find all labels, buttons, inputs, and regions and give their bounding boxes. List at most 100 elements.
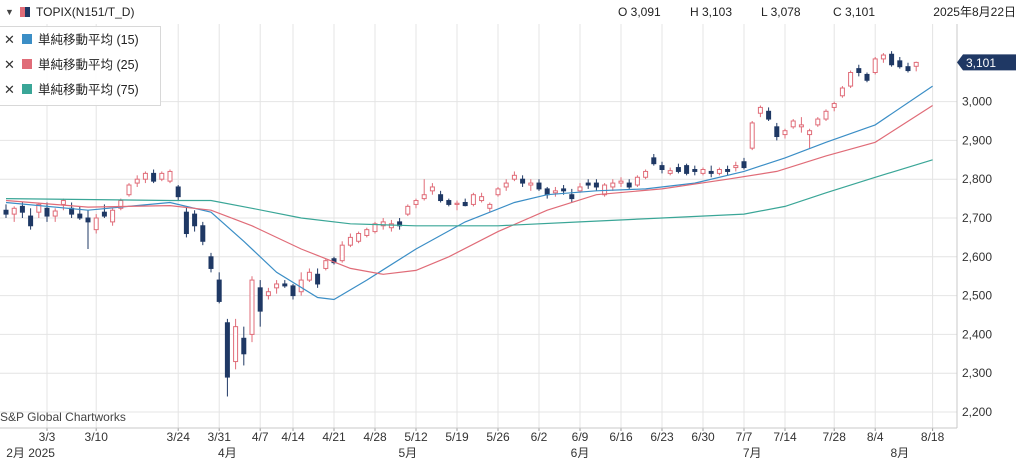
- candle-body: [372, 223, 378, 233]
- candle-body: [552, 190, 558, 194]
- legend-label: 単純移動平均 (75): [38, 83, 139, 97]
- candle-body: [167, 170, 173, 182]
- candle-body: [257, 287, 263, 312]
- candle-body: [831, 103, 837, 108]
- high-value: H 3,103: [690, 5, 733, 19]
- candle-body: [585, 182, 591, 186]
- y-tick-label: 2,900: [962, 133, 992, 147]
- candle-body: [684, 165, 690, 174]
- candle-body: [421, 194, 427, 200]
- candle-body: [569, 194, 575, 200]
- candle-body: [413, 200, 419, 205]
- grid: [0, 24, 957, 428]
- candle-body: [282, 283, 288, 287]
- candle-body: [339, 244, 345, 262]
- color-swatch: [22, 59, 32, 69]
- candle-body: [380, 221, 386, 227]
- x-tick-label: 4/28: [363, 430, 387, 444]
- candle-body: [880, 54, 886, 60]
- candle-body: [839, 87, 845, 97]
- candle-body: [216, 279, 222, 302]
- y-tick-label: 2,800: [962, 172, 992, 186]
- x-tick-label: 3/3: [39, 430, 56, 444]
- legend-label: 単純移動平均 (15): [38, 33, 139, 47]
- candle-body: [200, 225, 206, 242]
- candle-body: [716, 169, 722, 174]
- y-tick-label: 3,000: [962, 95, 992, 109]
- candle-body: [52, 210, 58, 217]
- candle-body: [470, 194, 476, 205]
- y-tick-label: 2,400: [962, 327, 992, 341]
- candle-body: [848, 72, 854, 87]
- x-tick-label: 8/4: [867, 430, 884, 444]
- open-value: O 3,091: [618, 5, 661, 19]
- candle-body: [405, 205, 411, 215]
- x-month-label: 5月: [398, 446, 417, 460]
- symbol-label[interactable]: TOPIX(N151/T_D): [36, 5, 135, 19]
- candle-body: [479, 196, 485, 202]
- candle-body: [85, 217, 91, 223]
- candle-body: [782, 130, 788, 136]
- candle-body: [856, 68, 862, 74]
- candle-body: [503, 182, 509, 188]
- candle-body: [733, 165, 739, 169]
- candle-body: [323, 260, 329, 269]
- x-month-label: 2月 2025: [6, 446, 55, 460]
- remove-icon[interactable]: ✕: [4, 32, 15, 47]
- candle-body: [634, 176, 640, 186]
- remove-icon[interactable]: ✕: [4, 82, 15, 97]
- candle-body: [175, 186, 181, 198]
- legend-label: 単純移動平均 (25): [38, 58, 139, 72]
- x-month-label: 4月: [218, 446, 237, 460]
- candle-body: [897, 60, 903, 68]
- watermark: S&P Global Chartworks: [0, 410, 126, 424]
- dropdown-caret-icon[interactable]: ▼: [5, 7, 14, 17]
- close-value: C 3,101: [833, 5, 876, 19]
- x-month-label: 7月: [743, 446, 762, 460]
- x-tick-label: 6/9: [572, 430, 589, 444]
- x-tick-label: 7/7: [736, 430, 753, 444]
- candle-body: [487, 203, 493, 209]
- moving-average-line: [5, 159, 933, 227]
- x-month-label: 8月: [890, 446, 909, 460]
- candle-body: [454, 202, 460, 205]
- y-tick-label: 2,500: [962, 289, 992, 303]
- candle-body: [708, 170, 714, 174]
- candle-body: [192, 213, 198, 227]
- candle-body: [725, 169, 731, 172]
- candle-body: [520, 178, 526, 184]
- x-tick-label: 6/2: [531, 430, 548, 444]
- candle-body: [905, 66, 911, 72]
- x-tick-label: 7/14: [773, 430, 797, 444]
- candle-body: [561, 188, 567, 192]
- x-tick-label: 3/24: [167, 430, 191, 444]
- x-tick-label: 4/21: [322, 430, 346, 444]
- candle-body: [446, 200, 452, 205]
- candle-body: [798, 124, 804, 128]
- candle-body: [864, 73, 870, 81]
- indicator-legend: ✕ 単純移動平均 (15) ✕ 単純移動平均 (25) ✕ 単純移動平均 (75…: [0, 26, 161, 106]
- candle-body: [774, 126, 780, 138]
- x-tick-label: 6/23: [650, 430, 674, 444]
- y-tick-label: 2,200: [962, 405, 992, 419]
- x-month-label: 6月: [571, 446, 590, 460]
- candle-body: [151, 172, 157, 182]
- candle-body: [265, 291, 271, 297]
- candle-body: [438, 194, 444, 202]
- candle-body: [913, 61, 919, 67]
- price-tag-label: 3,101: [966, 56, 996, 70]
- candle-body: [511, 174, 517, 180]
- y-tick-label: 2,300: [962, 366, 992, 380]
- candle-body: [462, 201, 468, 207]
- candle-body: [495, 188, 501, 196]
- candle-body: [815, 118, 821, 126]
- candle-body: [19, 205, 25, 213]
- candle-body: [823, 110, 829, 120]
- candle-body: [3, 209, 9, 215]
- candle-body: [249, 279, 255, 335]
- moving-average-line: [5, 85, 933, 301]
- candle-body: [356, 233, 362, 242]
- x-tick-label: 8/18: [921, 430, 945, 444]
- remove-icon[interactable]: ✕: [4, 57, 15, 72]
- candle-body: [36, 203, 42, 213]
